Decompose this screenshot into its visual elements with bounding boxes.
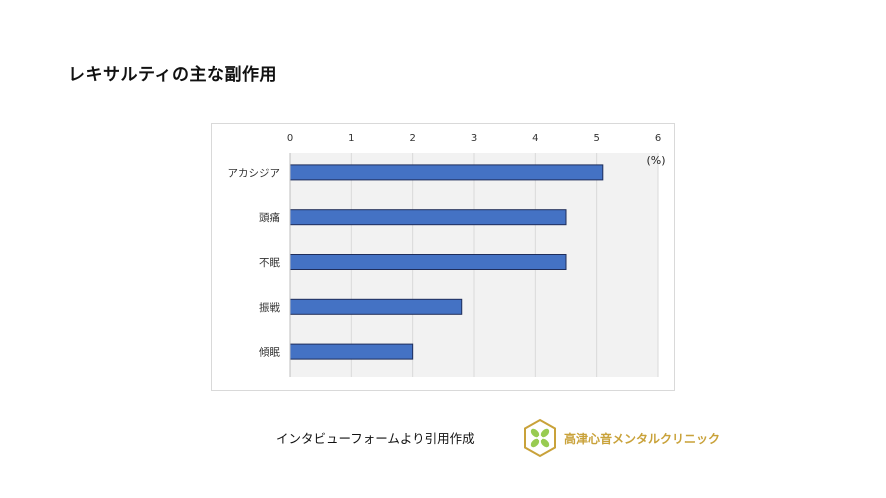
clinic-logo-icon — [524, 418, 556, 458]
clinic-logo: 高津心音メンタルクリニック — [522, 418, 720, 458]
x-tick-label: 0 — [287, 133, 293, 144]
x-tick-label: 6 — [655, 133, 661, 144]
category-label: 傾眠 — [259, 346, 280, 359]
bar-chart: 0 1 2 3 4 5 6 (%) アカシジア頭痛不眠振戦傾眠 — [211, 123, 675, 391]
x-tick-label: 1 — [348, 133, 354, 144]
category-label: 不眠 — [259, 257, 280, 269]
x-tick-label: 3 — [471, 133, 477, 144]
bar-1 — [289, 164, 604, 181]
slide-title: レキサルティの主な副作用 — [68, 65, 277, 85]
x-tick-label: 5 — [593, 133, 599, 144]
bar-4 — [289, 298, 463, 315]
category-label: アカシジア — [228, 167, 281, 179]
source-note: インタビューフォームより引用作成 — [276, 431, 475, 446]
bar-2 — [289, 209, 567, 226]
bar-5 — [289, 343, 414, 360]
category-label: 頭痛 — [259, 211, 280, 224]
clinic-logo-text: 高津心音メンタルクリニック — [564, 431, 721, 446]
unit-label: (%) — [646, 154, 665, 167]
category-label: 振戦 — [259, 301, 280, 314]
x-tick-label: 2 — [409, 133, 415, 144]
x-tick-label: 4 — [532, 133, 538, 144]
bar-3 — [289, 254, 567, 270]
